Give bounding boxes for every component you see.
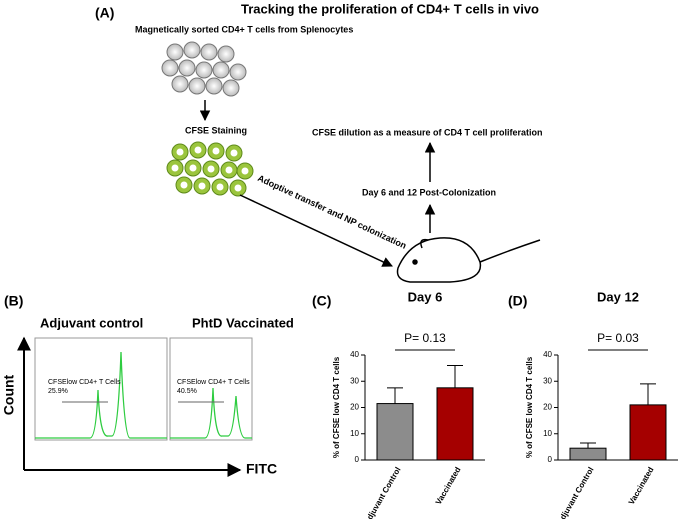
x-tick-label: Vaccinated — [434, 465, 463, 506]
gate-value: 25.9% — [48, 388, 68, 395]
panel-label: (D) — [508, 293, 527, 309]
y-tick-label: 0 — [355, 455, 360, 464]
x-tick-label: Adjuvant Control — [362, 466, 402, 519]
annotation: P= 0.03 — [597, 331, 639, 345]
panel-label: (C) — [312, 293, 331, 309]
step-text: CFSE Staining — [185, 125, 247, 135]
gate-label: CFSElow CD4+ T Cells — [177, 379, 250, 386]
y-tick-label: 30 — [543, 376, 552, 385]
histogram-curve — [35, 351, 167, 439]
gate-label: CFSElow CD4+ T Cells — [48, 379, 121, 386]
x-tick-label: Adjuvant Control — [555, 466, 595, 519]
panel-label: (B) — [4, 293, 23, 309]
bar — [629, 404, 667, 461]
step-text: Magnetically sorted CD4+ T cells from Sp… — [135, 24, 353, 34]
step-text: Adoptive transfer and NP colonization — [256, 173, 408, 251]
histogram-title: Adjuvant control — [40, 315, 143, 330]
y-tick-label: 30 — [350, 376, 359, 385]
y-tick-label: 0 — [548, 455, 553, 464]
error-bar — [640, 383, 656, 405]
cells — [161, 41, 247, 97]
y-axis-label: Count — [1, 374, 17, 415]
mouse — [396, 237, 541, 283]
y-tick-label: 20 — [543, 403, 552, 412]
title: Tracking the proliferation of CD4+ T cel… — [241, 1, 539, 16]
step-text: CFSE dilution as a measure of CD4 T cell… — [312, 127, 543, 137]
x-tick-label: Vaccinated — [627, 465, 656, 506]
y-tick-label: 40 — [350, 350, 359, 359]
error-bar — [387, 387, 403, 404]
stained-cells — [166, 141, 254, 197]
bar — [569, 447, 607, 461]
y-axis-label: % of CFSE low CD4 T cells — [332, 356, 341, 458]
bar — [436, 387, 474, 461]
panel-label: (A) — [95, 5, 114, 21]
y-tick-label: 20 — [350, 403, 359, 412]
bar-charts: (C) Day 6 % of CFSE low CD4 T cells 0 10 20 30… — [312, 289, 678, 519]
y-tick-label: 40 — [543, 350, 552, 359]
histogram-frame — [34, 337, 168, 441]
arrow — [239, 194, 393, 267]
y-axis-label: % of CFSE low CD4 T cells — [525, 356, 534, 458]
chart-title: Day 6 — [408, 289, 443, 304]
bar — [376, 403, 414, 461]
histogram-title: PhtD Vaccinated — [192, 315, 294, 330]
y-tick-label: 10 — [543, 429, 552, 438]
chart-title: Day 12 — [597, 289, 639, 304]
annotation: P= 0.13 — [404, 331, 446, 345]
error-bar — [580, 442, 596, 449]
gate-value: 40.5% — [177, 388, 197, 395]
histogram-curve — [170, 387, 252, 439]
x-axis-label: FITC — [246, 461, 277, 477]
y-tick-label: 10 — [350, 429, 359, 438]
histogram-frame — [169, 337, 253, 441]
step-text: Day 6 and 12 Post-Colonization — [362, 187, 496, 197]
error-bar — [447, 365, 463, 388]
